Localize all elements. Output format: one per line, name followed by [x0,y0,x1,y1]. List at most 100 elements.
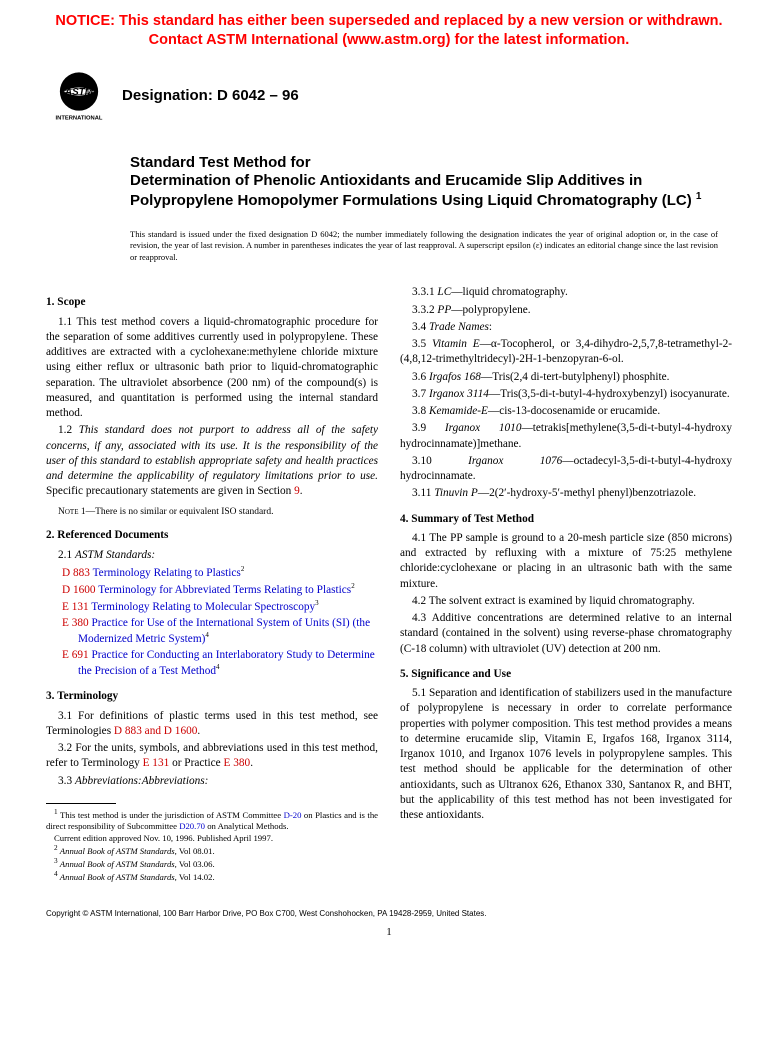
page-number: 1 [0,922,778,956]
ref-fn: 4 [205,631,209,639]
term-p2c: or Practice [169,757,223,769]
ref-code[interactable]: D 1600 [62,584,96,596]
term-p3: 3.3 Abbreviations:Abbreviations: [46,774,378,789]
ref-code[interactable]: E 691 [62,649,89,661]
tn-term: Tinuvin P [434,487,478,499]
note-1: Note 1—There is no similar or equivalent… [46,506,378,519]
ref-item: D 1600 Terminology for Abbreviated Terms… [62,582,378,598]
term-p2e: . [250,757,253,769]
body-columns: 1. Scope 1.1 This test method covers a l… [0,263,778,891]
ref-code[interactable]: E 131 [62,601,89,613]
footnote-rule [46,803,116,804]
term-p2: 3.2 For the units, symbols, and abbrevia… [46,741,378,772]
notice-line-1: NOTICE: This standard has either been su… [55,13,722,29]
scope-p2: 1.2 This standard does not purport to ad… [46,423,378,499]
astm-logo: ASTM INTERNATIONAL [50,66,108,124]
ref-fn: 2 [351,582,355,590]
supersession-notice: NOTICE: This standard has either been su… [0,0,778,58]
ref-item: E 131 Terminology Relating to Molecular … [62,599,378,615]
abbr-num: 3.3.1 [412,286,437,298]
tn-head-text: Trade Names [429,321,489,333]
summary-p1: 4.1 The PP sample is ground to a 20-mesh… [400,531,732,592]
ref-item: E 691 Practice for Conducting an Interla… [62,648,378,679]
term-p1-link[interactable]: D 883 and D 1600 [114,725,197,737]
tn-def: —2(2′-hydroxy-5′-methyl phenyl)benzotria… [478,487,696,499]
ref-fn: 2 [241,565,245,573]
ref-text[interactable]: Practice for Conducting an Interlaborato… [78,649,375,677]
terminology-head: 3. Terminology [46,689,378,704]
scope-p2-num: 1.2 [58,424,79,436]
tn-def: —Tris(3,5-di-t-butyl-4-hydroxybenzyl) is… [489,388,730,400]
refdoc-lead-text: ASTM Standards: [75,549,155,561]
abbr-lc: 3.3.1 LC—liquid chromatography. [400,285,732,300]
tn-num: 3.4 [412,321,429,333]
tn-term: Vitamin E [432,338,480,350]
note-1-text: Note 1—There is no similar or equivalent… [58,507,273,517]
term-p2-link2[interactable]: E 380 [224,757,251,769]
tn-num: 3.9 [412,422,445,434]
term-p1c: . [197,725,200,737]
tn-term: Irganox 3114 [429,388,489,400]
ref-item: E 380 Practice for Use of the Internatio… [62,616,378,647]
summary-p2: 4.2 The solvent extract is examined by l… [400,594,732,609]
ref-code[interactable]: E 380 [62,617,89,629]
term-p2-link1[interactable]: E 131 [143,757,170,769]
ref-text[interactable]: Terminology Relating to Plastics [93,567,241,579]
tn-item: 3.10 Irganox 1076—octadecyl-3,5-di-t-but… [400,454,732,485]
abbr-def: —polypropylene. [451,304,530,316]
term-p1a: 3.1 For definitions of plastic terms use… [46,710,378,737]
tn-item: 3.9 Irganox 1010—tetrakis[methylene(3,5-… [400,421,732,452]
title-sup: 1 [696,191,702,202]
fn1-link1[interactable]: D-20 [284,810,302,820]
tn-term: Kemamide-E [429,405,488,417]
footnotes: 1 This test method is under the jurisdic… [46,808,378,883]
tn-num: 3.7 [412,388,429,400]
significance-p1: 5.1 Separation and identification of sta… [400,686,732,823]
title-block: Standard Test Method for Determination o… [0,128,778,217]
abbr-pp: 3.3.2 PP—polypropylene. [400,303,732,318]
tn-item: 3.7 Irganox 3114—Tris(3,5-di-t-butyl-4-h… [400,387,732,402]
ref-text[interactable]: Practice for Use of the International Sy… [78,617,370,645]
term-p1: 3.1 For definitions of plastic terms use… [46,709,378,740]
ref-code[interactable]: D 883 [62,567,90,579]
scope-p2-period: . [300,485,303,497]
footnote-1: 1 This test method is under the jurisdic… [46,808,378,833]
significance-head: 5. Significance and Use [400,667,732,682]
left-column: 1. Scope 1.1 This test method covers a l… [46,285,378,883]
tn-def: —Tris(2,4 di-tert-butylphenyl) phosphite… [481,371,669,383]
fn1-link2[interactable]: D20.70 [179,821,205,831]
copyright: Copyright © ASTM International, 100 Barr… [0,891,778,922]
tn-term: Irganox 1076 [468,455,562,467]
tn-num: 3.11 [412,487,434,499]
title-main-text: Determination of Phenolic Antioxidants a… [130,172,692,209]
ref-text[interactable]: Terminology Relating to Molecular Spectr… [91,601,315,613]
abbr-num: 3.3.2 [412,304,437,316]
designation: Designation: D 6042 – 96 [122,85,299,104]
fn1a: This test method is under the jurisdicti… [60,810,284,820]
ref-item: D 883 Terminology Relating to Plastics2 [62,565,378,581]
tn-term: Irganox 1010 [445,422,522,434]
title-main: Determination of Phenolic Antioxidants a… [130,172,718,211]
ref-fn: 4 [216,663,220,671]
tn-term: Irgafos 168 [429,371,481,383]
ref-text[interactable]: Terminology for Abbreviated Terms Relati… [98,584,351,596]
scope-p1: 1.1 This test method covers a liquid-chr… [46,315,378,422]
tn-num: 3.10 [412,455,468,467]
summary-head: 4. Summary of Test Method [400,512,732,527]
scope-head: 1. Scope [46,295,378,310]
notice-line-2: Contact ASTM International (www.astm.org… [149,32,630,48]
scope-p2-italic: This standard does not purport to addres… [46,424,378,482]
tn-item: 3.11 Tinuvin P—2(2′-hydroxy-5′-methyl ph… [400,486,732,501]
footnote-1b: Current edition approved Nov. 10, 1996. … [46,833,378,844]
footnote-4: 4 Annual Book of ASTM Standards, Vol 14.… [46,870,378,883]
tn-def: —cis-13-docosenamide or erucamide. [488,405,660,417]
footnote-2: 2 Annual Book of ASTM Standards, Vol 08.… [46,844,378,857]
abbr-def: —liquid chromatography. [451,286,568,298]
ref-fn: 3 [315,599,319,607]
fn1e: on Analytical Methods. [205,821,289,831]
abbr-term: PP [437,304,451,316]
header-row: ASTM INTERNATIONAL Designation: D 6042 –… [0,58,778,128]
tn-num: 3.6 [412,371,429,383]
svg-text:ASTM: ASTM [64,87,94,98]
tn-num: 3.5 [412,338,432,350]
